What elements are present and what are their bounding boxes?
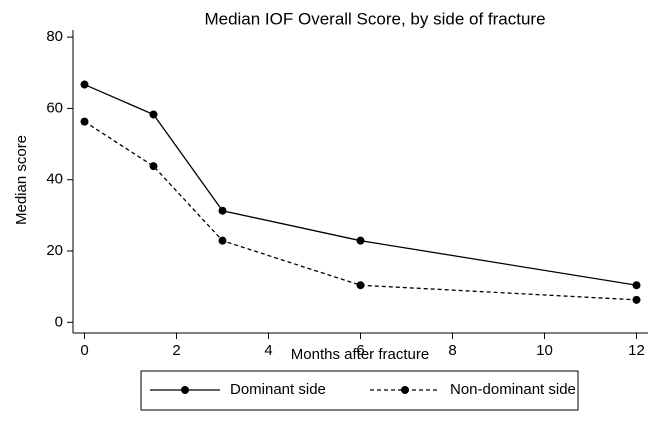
y-tick-label: 60: [46, 99, 63, 116]
x-tick-label: 6: [356, 342, 364, 359]
legend-marker: [401, 386, 409, 394]
data-point: [632, 295, 641, 304]
data-point: [80, 80, 89, 89]
data-point: [149, 110, 158, 119]
x-tick-label: 2: [172, 342, 180, 359]
x-tick-label: 12: [628, 342, 645, 359]
data-point: [356, 281, 365, 290]
data-point: [218, 206, 227, 215]
y-tick-label: 0: [55, 313, 63, 330]
series-line: [84, 83, 637, 286]
legend-label: Non-dominant side: [450, 381, 576, 398]
data-point: [632, 281, 641, 290]
data-point: [356, 236, 365, 245]
y-tick-label: 40: [46, 171, 63, 188]
legend-box: [140, 370, 579, 411]
data-point: [218, 236, 227, 245]
series-line: [84, 121, 637, 301]
x-axis-label: Months after fracture: [291, 346, 429, 363]
x-tick-label: 0: [80, 342, 88, 359]
legend-label: Dominant side: [230, 381, 326, 398]
x-tick-label: 8: [448, 342, 456, 359]
x-tick-label: 10: [536, 342, 553, 359]
data-point: [80, 117, 89, 126]
x-tick-label: 4: [264, 342, 272, 359]
y-tick-label: 80: [46, 28, 63, 45]
legend-marker: [181, 386, 189, 394]
data-point: [149, 162, 158, 171]
y-tick-label: 20: [46, 242, 63, 259]
chart-title: Median IOF Overall Score, by side of fra…: [204, 9, 545, 28]
y-axis-label: Median score: [13, 135, 30, 225]
